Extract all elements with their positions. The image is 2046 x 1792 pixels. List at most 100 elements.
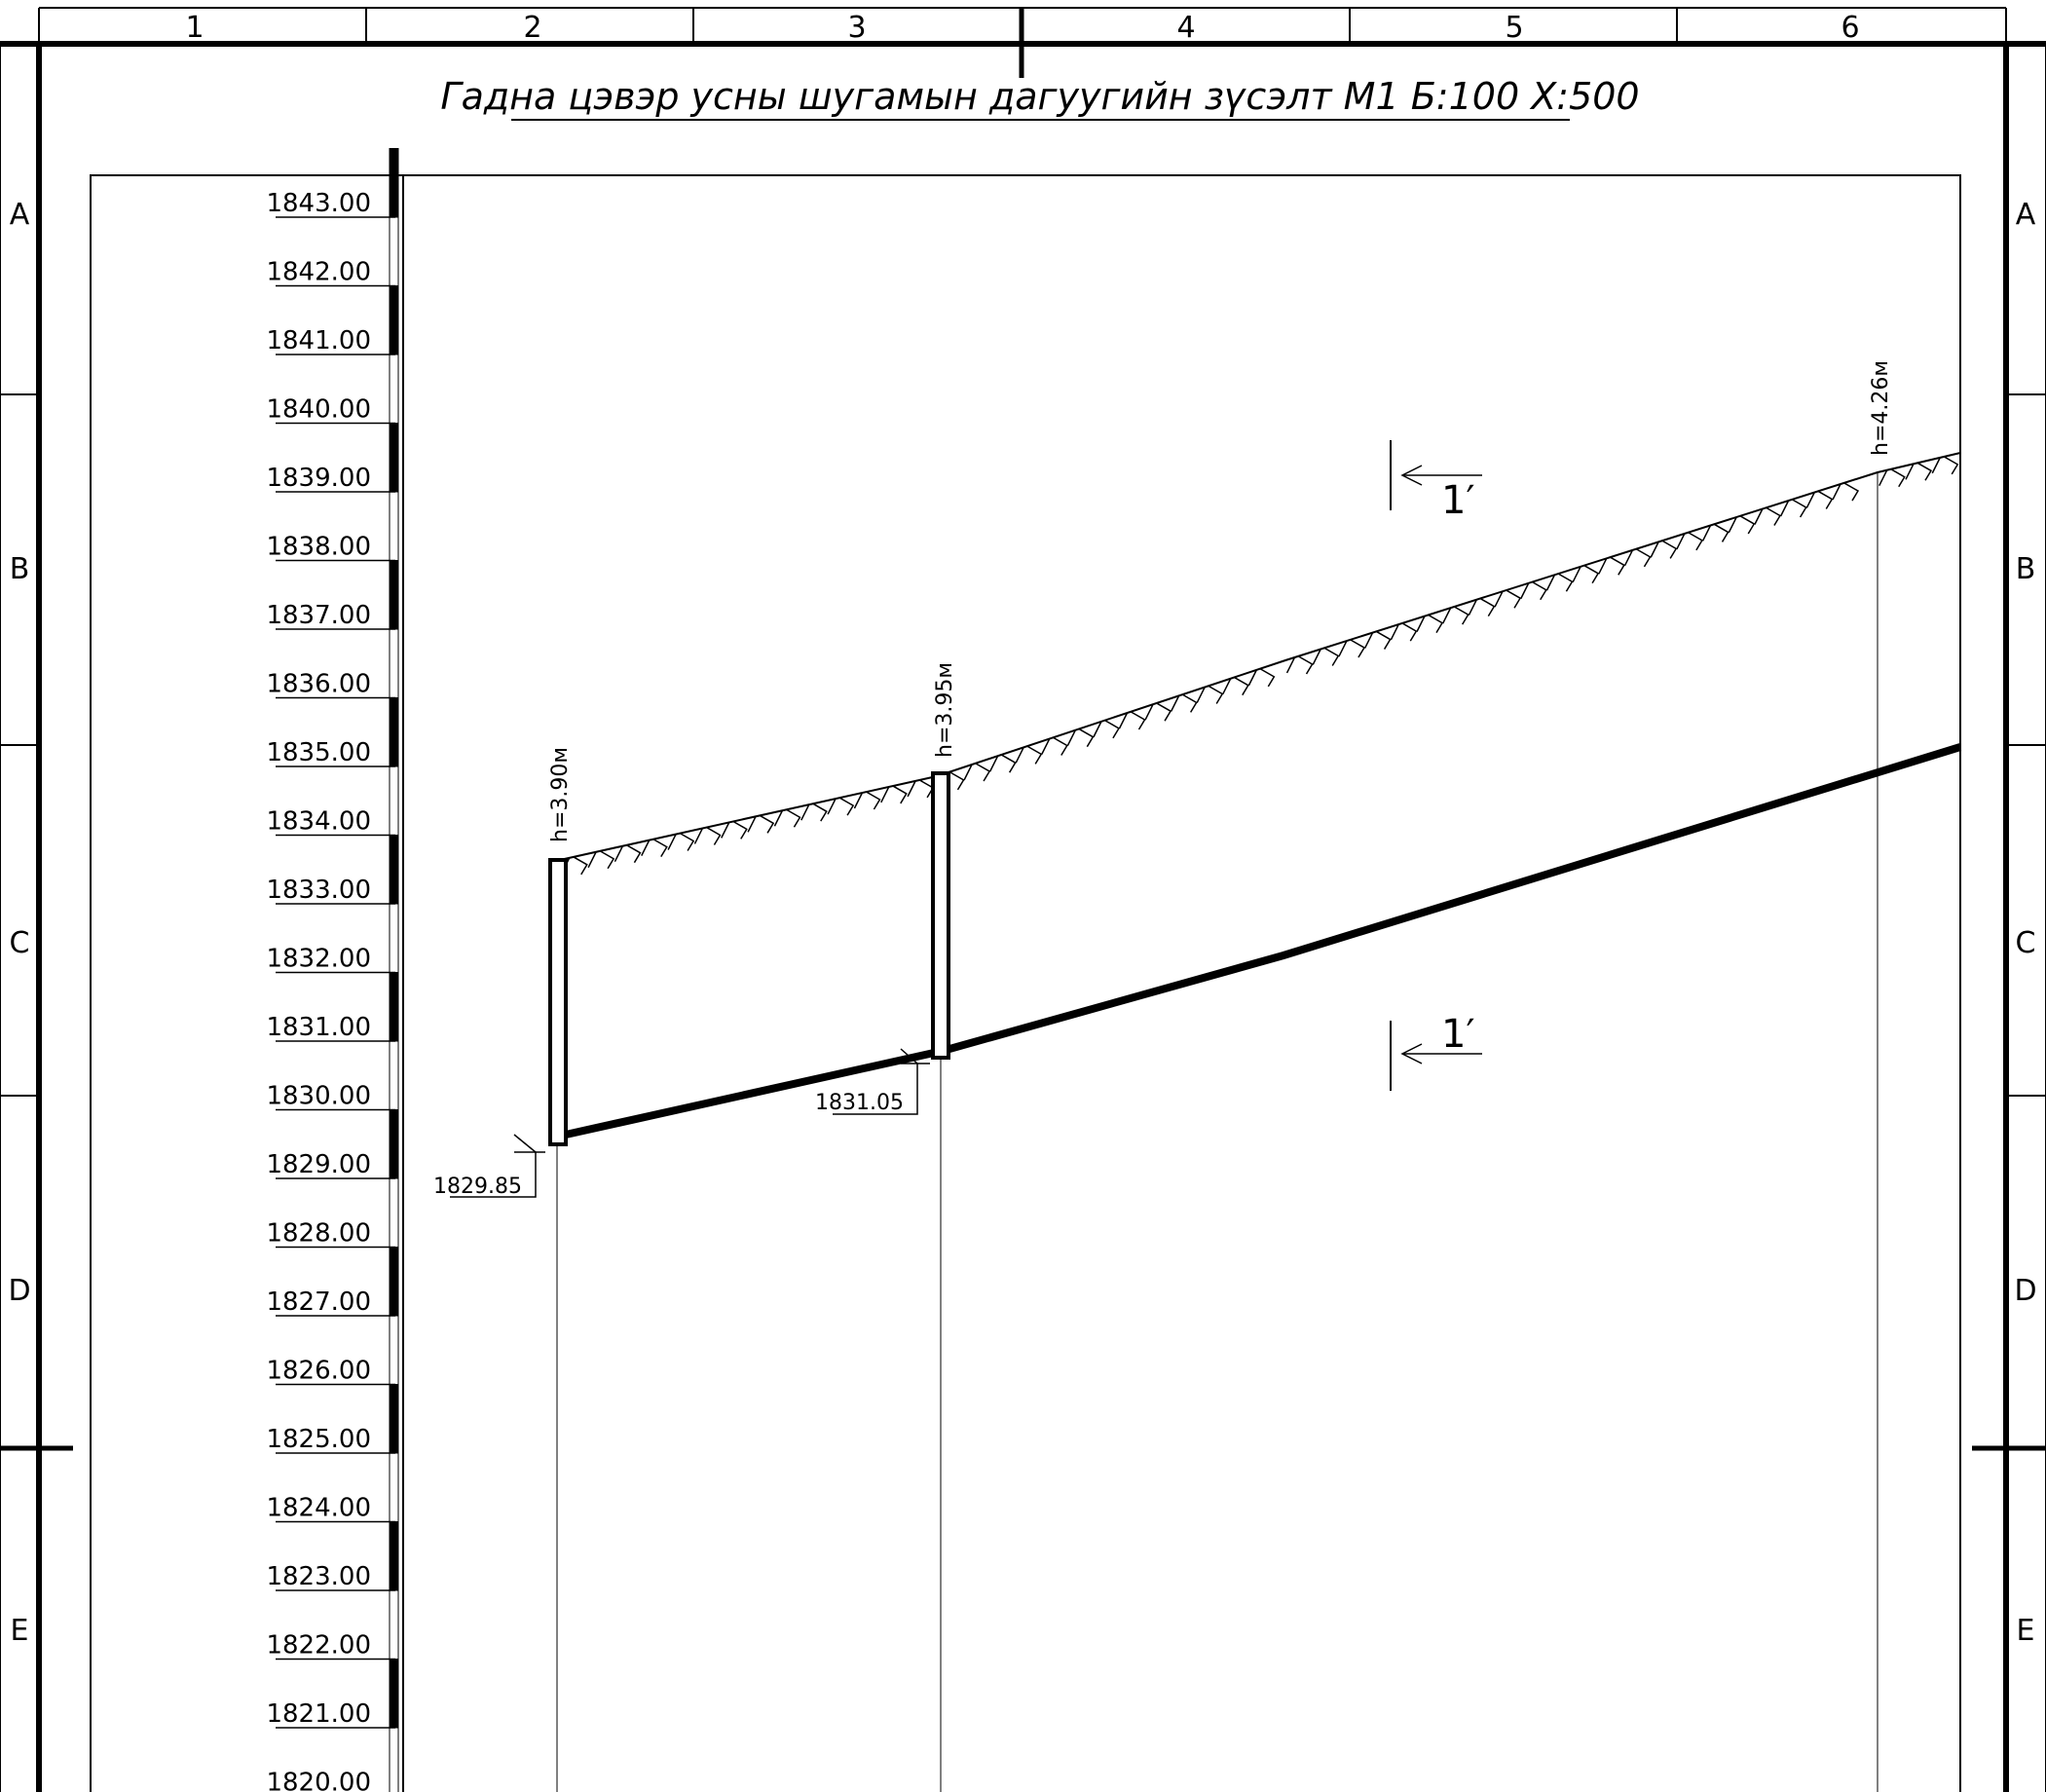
elevation-label: 1834.00 [266,807,371,837]
soil-hatch [988,754,1017,773]
elevation-label: 1825.00 [266,1425,371,1454]
soil-hatch [1363,630,1392,650]
row-label: C [10,926,30,960]
soil-hatch [1676,532,1703,551]
ground-line [559,452,1961,861]
elevation-bar-segment [389,1659,399,1729]
soil-hatch [1015,745,1043,765]
section-mark-label: 1′ [1441,1012,1475,1057]
elevation-label: 1822.00 [266,1631,371,1661]
soil-hatch [1312,647,1340,666]
column-label: 6 [1841,11,1859,45]
soil-hatch [587,850,615,870]
soil-hatch [827,797,855,816]
soil-hatch [1905,462,1933,481]
elevation-label: 1832.00 [266,945,371,974]
soil-hatch [1805,490,1834,509]
soil-hatch [1093,720,1120,739]
elevation-label: 1827.00 [266,1288,371,1317]
soil-hatch [1879,468,1906,488]
elevation-bar-segment [389,1247,399,1317]
row-label: D [8,1274,30,1308]
soil-hatch [880,785,908,804]
section-mark-bottom: 1′ [1390,1012,1482,1091]
well-depth-label: h=3.90м [548,747,573,842]
column-label: 2 [523,11,541,45]
elevation-label: 1843.00 [266,189,371,218]
row-label: C [2016,926,2036,960]
soil-hatch [1520,581,1547,601]
elevation-bar-segment [389,1727,399,1792]
soil-hatch [1247,668,1276,688]
elevation-bar-segment [389,972,399,1042]
row-label: A [2016,198,2036,232]
elevation-label: 1828.00 [266,1219,371,1249]
elevation-label: 1824.00 [266,1494,371,1523]
elevation-label: 1835.00 [266,738,371,767]
row-label: A [10,198,30,232]
row-label: D [2014,1274,2036,1308]
elevation-bar-segment [389,835,399,905]
soil-hatch [721,820,748,840]
elevation-bar-segment [389,491,399,561]
soil-hatch [1285,655,1314,675]
row-labels-left: A B C D E [8,198,30,1648]
soil-hatch [1494,589,1522,609]
soil-hatch [1416,614,1444,634]
row-label: E [11,1614,29,1648]
well-2: h=3.95м 1831.05 [815,662,957,1792]
soil-hatch [1545,573,1574,592]
section-mark-label: 1′ [1441,478,1475,523]
soil-hatch [1390,622,1418,642]
row-label: B [10,552,30,586]
soil-hatch [1931,456,1959,475]
elevation-bar-segment [389,1521,399,1591]
elevation-bar-segment [389,1384,399,1454]
soil-hatch [1728,515,1756,535]
invert-elevation-label: 1829.85 [433,1175,522,1199]
elevation-label: 1831.00 [266,1013,371,1042]
soil-hatch [614,844,642,864]
well-depth-label: h=4.26м [1869,360,1893,456]
soil-hatch [1623,548,1652,568]
row-labels-right: A B C D E [2014,198,2036,1648]
invert-leader [450,1134,537,1198]
elevation-label: 1830.00 [266,1082,371,1111]
elevation-label: 1841.00 [266,326,371,355]
inner-frame [90,174,1961,1792]
elevation-bar-segment [389,1589,399,1660]
soil-hatch [853,791,881,810]
soil-hatch [1170,693,1198,713]
soil-hatch [1650,540,1678,559]
elevation-bar-segment [389,628,399,698]
soil-hatch [641,838,668,857]
elevation-label: 1842.00 [266,258,371,287]
elevation-label: 1840.00 [266,395,371,425]
elevation-bar-segment [389,697,399,767]
elevation-bar-segment [389,1177,399,1248]
elevation-bar-segment [389,354,399,424]
elevation-labels: 1843.00 1842.00 1841.00 1840.00 1839.00 1838.… [266,189,371,1792]
elevation-bar-segment [389,285,399,355]
elevation-bar-segment [389,560,399,630]
section-mark-top: 1′ [1390,440,1482,523]
soil-hatch [747,814,775,834]
soil-hatch [1041,736,1068,756]
elevation-label: 1838.00 [266,533,371,562]
elevation-bar-segment [389,765,399,836]
ground-surface [559,452,1961,876]
soil-hatch [1144,702,1172,722]
elevation-label: 1826.00 [266,1357,371,1386]
soil-hatch [1572,565,1600,584]
soil-hatch [1468,598,1496,617]
invert-elevation-label: 1831.05 [815,1091,904,1115]
elevation-bar-segment [389,1040,399,1110]
elevation-label: 1829.00 [266,1150,371,1179]
soil-hatch [1701,523,1730,542]
column-label: 3 [847,11,866,45]
soil-hatch [1441,606,1469,625]
column-labels: 1 2 3 4 5 6 [185,11,1859,45]
soil-hatch [963,763,991,782]
soil-hatch [1118,711,1146,730]
